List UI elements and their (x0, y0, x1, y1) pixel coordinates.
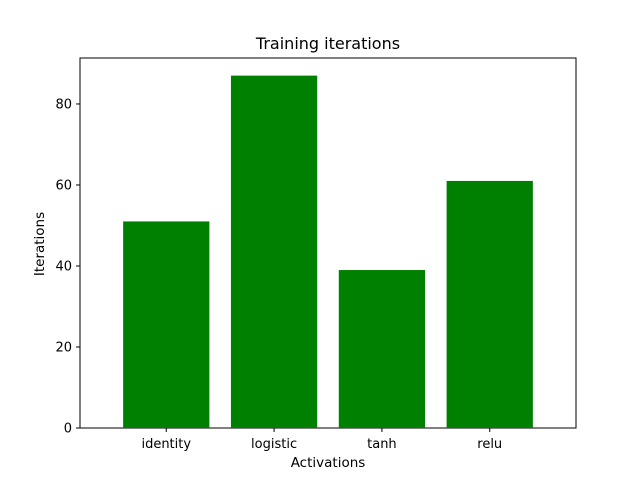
y-tick-label: 20 (55, 340, 72, 355)
y-tick-label: 60 (55, 178, 72, 193)
x-axis: identity logistic tanh relu (141, 428, 502, 452)
y-axis: 0 20 40 60 80 (55, 97, 80, 437)
x-axis-label: Activations (291, 455, 366, 471)
y-tick-label: 0 (64, 422, 72, 437)
chart-title: Training iterations (255, 34, 400, 53)
bar-logistic (230, 75, 318, 428)
x-tick-label: identity (141, 437, 191, 452)
bar-relu (446, 180, 533, 428)
bar-tanh (338, 270, 426, 428)
bars-group (123, 75, 533, 428)
x-tick-label: relu (477, 437, 502, 452)
y-tick-label: 80 (55, 97, 72, 112)
y-axis-label: Iterations (32, 212, 48, 276)
bar-identity (123, 221, 210, 428)
x-tick-label: logistic (251, 437, 297, 452)
plot-frame (79, 57, 577, 429)
x-tick-label: tanh (367, 437, 397, 452)
y-tick-label: 40 (55, 259, 72, 274)
